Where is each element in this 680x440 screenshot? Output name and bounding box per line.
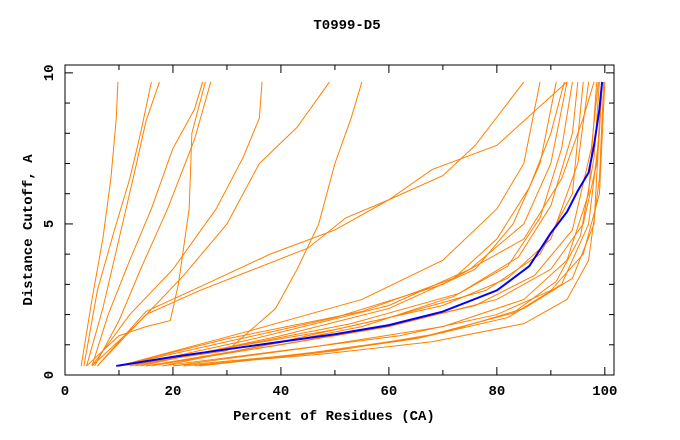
plot-frame	[64, 64, 615, 376]
chart-title: T0999-D5	[313, 18, 380, 34]
model-curve-26	[151, 81, 599, 367]
model-curve-22	[199, 81, 603, 367]
model-curve-1	[80, 81, 119, 367]
y-tick-label: 5	[42, 220, 58, 228]
x-tick-label: 20	[165, 384, 182, 400]
model-curve-15	[162, 81, 606, 367]
y-tick-label: 0	[42, 371, 58, 379]
y-tick-label: 10	[42, 64, 58, 81]
series-lines	[80, 81, 606, 367]
model-curve-18	[145, 81, 573, 367]
x-tick-label: 0	[61, 384, 69, 400]
model-curve-13	[129, 81, 568, 367]
model-curve-6	[86, 81, 206, 367]
y-axis-label: Distance Cutoff, A	[21, 154, 37, 306]
model-curve-7	[91, 81, 263, 367]
model-curve-25	[183, 81, 605, 367]
model-curve-27	[194, 81, 600, 367]
x-tick-label: 40	[273, 384, 290, 400]
model-curve-21	[172, 81, 598, 367]
model-curve-2	[83, 81, 152, 367]
x-tick-label: 100	[592, 384, 617, 400]
model-curve-28	[135, 81, 579, 367]
model-curve-4	[91, 81, 204, 367]
model-curve-11	[118, 81, 363, 367]
x-tick-label: 60	[380, 384, 397, 400]
axis-ticks: 0 20 40 60 80 100 0 5 10	[42, 64, 617, 400]
model-curve-10	[97, 81, 568, 367]
model-curve-20	[140, 81, 557, 367]
model-curve-19	[118, 81, 565, 367]
model-curve-5	[94, 81, 212, 367]
highlight-curve	[116, 81, 604, 367]
model-curve-24	[118, 81, 541, 367]
model-curve-12	[118, 81, 595, 367]
model-curve-16	[172, 81, 603, 367]
model-curve-8	[91, 81, 330, 367]
model-curve-3	[86, 81, 160, 367]
x-tick-label: 80	[488, 384, 505, 400]
x-axis-label: Percent of Residues (CA)	[233, 409, 435, 425]
